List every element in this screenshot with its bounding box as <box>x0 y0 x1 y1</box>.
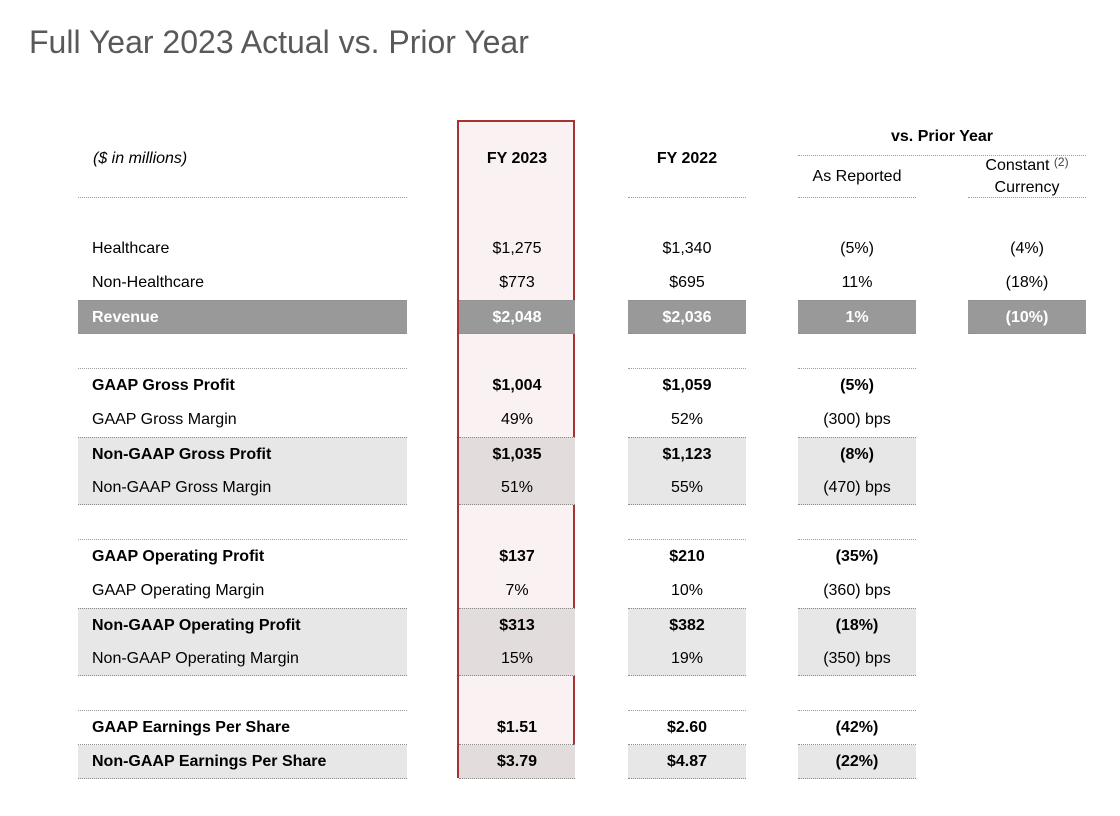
page-title: Full Year 2023 Actual vs. Prior Year <box>29 24 529 60</box>
table-row: Non-Healthcare $773 $695 11% (18%) <box>0 266 1120 300</box>
fy2022-value: $4.87 <box>628 745 746 779</box>
divider <box>798 710 916 711</box>
header-divider <box>798 155 1086 156</box>
fy2023-value: $1,004 <box>492 377 542 394</box>
as-reported-value: (5%) <box>840 377 874 394</box>
vs-prior-year-header: vs. Prior Year <box>891 128 993 145</box>
fy2023-value: $2,048 <box>459 300 575 334</box>
footnote-marker: (2) <box>1053 155 1069 169</box>
as-reported-value: (35%) <box>835 548 879 565</box>
fy2023-value: $3.79 <box>459 745 575 779</box>
divider <box>78 368 407 369</box>
fy2023-value: $773 <box>499 274 535 291</box>
divider <box>628 710 746 711</box>
divider <box>628 539 746 540</box>
table-row: GAAP Earnings Per Share $1.51 $2.60 (42%… <box>0 711 1120 745</box>
table-row-revenue: Revenue $2,048 $2,036 1% (10%) <box>0 300 1120 334</box>
fy2022-value: $382 <box>628 608 746 642</box>
fy2022-value: 19% <box>628 642 746 676</box>
fy2022-value: 52% <box>670 411 704 428</box>
fy2023-value: 51% <box>459 471 575 505</box>
table-row: Healthcare $1,275 $1,340 (5%) (4%) <box>0 232 1120 266</box>
as-reported-value: (42%) <box>798 711 916 745</box>
table-row: GAAP Operating Profit $137 $210 (35%) <box>0 540 1120 574</box>
row-label: Non-GAAP Operating Margin <box>78 642 407 676</box>
as-reported-value: (8%) <box>798 437 916 471</box>
constant-currency-value: (10%) <box>968 300 1086 334</box>
as-reported-value: (350) bps <box>798 642 916 676</box>
row-label: Non-Healthcare <box>92 274 205 291</box>
fy2022-header: FY 2022 <box>656 150 718 167</box>
table-row: GAAP Operating Margin 7% 10% (360) bps <box>0 574 1120 608</box>
as-reported-value: 1% <box>798 300 916 334</box>
table-row: Non-GAAP Operating Margin 15% 19% (350) … <box>0 642 1120 676</box>
fy2022-value: 55% <box>628 471 746 505</box>
fy2023-value: $1.51 <box>459 711 575 745</box>
as-reported-value: 11% <box>841 274 873 291</box>
divider <box>78 539 407 540</box>
units-label: ($ in millions) <box>93 150 188 167</box>
row-label: GAAP Earnings Per Share <box>78 711 407 745</box>
row-label: Non-GAAP Gross Margin <box>78 471 407 505</box>
divider <box>968 197 1086 198</box>
as-reported-value: (360) bps <box>823 582 891 599</box>
constant-label: Constant <box>985 157 1050 174</box>
as-reported-value: (18%) <box>798 608 916 642</box>
divider <box>78 710 407 711</box>
table-row: Non-GAAP Operating Profit $313 $382 (18%… <box>0 608 1120 642</box>
fy2022-value: $1,059 <box>662 377 712 394</box>
divider <box>78 197 407 198</box>
row-label: GAAP Operating Margin <box>92 582 265 599</box>
row-label: Non-GAAP Gross Profit <box>78 437 407 471</box>
table-row: Non-GAAP Gross Profit $1,035 $1,123 (8%) <box>0 437 1120 471</box>
fy2023-value: $1,035 <box>459 437 575 471</box>
fy2023-value: $1,275 <box>492 240 542 257</box>
as-reported-header: As Reported <box>812 168 902 185</box>
fy2022-value: $695 <box>669 274 705 291</box>
fy2022-value: $2,036 <box>628 300 746 334</box>
table-row: Non-GAAP Gross Margin 51% 55% (470) bps <box>0 471 1120 505</box>
constant-currency-value: (18%) <box>1005 274 1049 291</box>
divider <box>798 368 916 369</box>
fy2023-value: $313 <box>459 608 575 642</box>
fy2022-value: $210 <box>669 548 705 565</box>
row-label: Revenue <box>78 300 407 334</box>
as-reported-value: (300) bps <box>823 411 891 428</box>
fy2023-value: $137 <box>499 548 535 565</box>
as-reported-value: (470) bps <box>798 471 916 505</box>
divider <box>798 197 916 198</box>
table-row: GAAP Gross Margin 49% 52% (300) bps <box>0 403 1120 437</box>
as-reported-value: (5%) <box>840 240 874 257</box>
divider <box>628 197 746 198</box>
table-row: Non-GAAP Earnings Per Share $3.79 $4.87 … <box>0 745 1120 779</box>
fy2023-value: 7% <box>505 582 529 599</box>
fy2023-value: 49% <box>500 411 534 428</box>
divider <box>798 539 916 540</box>
row-label: Non-GAAP Operating Profit <box>78 608 407 642</box>
fy2022-value: $2.60 <box>628 711 746 745</box>
currency-label: Currency <box>994 179 1060 196</box>
divider <box>628 368 746 369</box>
fy2023-value: 15% <box>459 642 575 676</box>
fy2022-value: $1,123 <box>628 437 746 471</box>
fy2023-header: FY 2023 <box>486 150 548 167</box>
row-label: Non-GAAP Earnings Per Share <box>78 745 407 779</box>
fy2022-value: 10% <box>670 582 704 599</box>
row-label: GAAP Operating Profit <box>92 548 265 565</box>
as-reported-value: (22%) <box>798 745 916 779</box>
row-label: Healthcare <box>92 240 170 257</box>
constant-currency-value: (4%) <box>1010 240 1044 257</box>
table-row: GAAP Gross Profit $1,004 $1,059 (5%) <box>0 369 1120 403</box>
row-label: GAAP Gross Margin <box>92 411 237 428</box>
fy2022-value: $1,340 <box>662 240 712 257</box>
constant-currency-header: Constant (2) <box>968 155 1086 175</box>
row-label: GAAP Gross Profit <box>92 377 235 394</box>
